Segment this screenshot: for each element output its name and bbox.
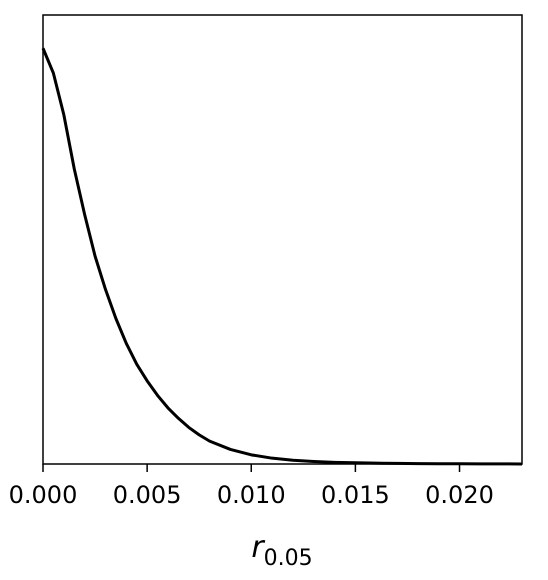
x-tick-label: 0.015 [321, 481, 390, 509]
x-axis-ticks: 0.000 0.005 0.010 0.015 0.020 [9, 464, 494, 509]
x-tick-label: 0.005 [113, 481, 182, 509]
x-tick-label: 0.000 [9, 481, 78, 509]
x-tick-label: 0.010 [217, 481, 286, 509]
x-axis-label-subscript: 0.05 [264, 546, 313, 571]
plot-frame [42, 14, 523, 465]
x-tick-label: 0.020 [425, 481, 494, 509]
x-axis-label: r0.05 [251, 530, 312, 571]
x-axis-label-main: r [251, 530, 265, 565]
series-line [41, 47, 523, 466]
